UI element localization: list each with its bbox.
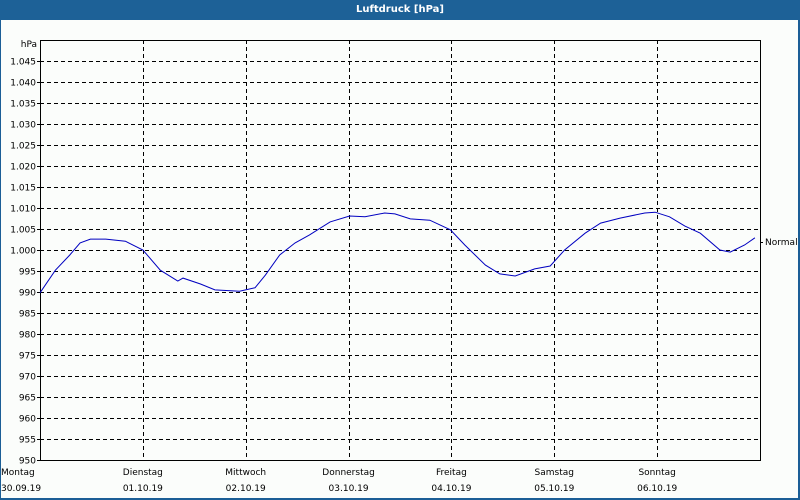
y-axis-ticks: 950 955 960 965 970 975 980 985 990 995 1.000 1.005… (10, 58, 40, 467)
y-tick-label: 990 (19, 289, 36, 299)
y-tick-label: 995 (19, 268, 36, 278)
chart-axes (40, 40, 761, 461)
x-tick-day-label: Montag (1, 468, 35, 478)
y-axis-unit-label: hPa (21, 40, 37, 50)
plot-frame (40, 40, 761, 461)
y-tick-label: 1.025 (10, 142, 36, 152)
x-tick-date-label: 01.10.19 (123, 484, 163, 494)
x-tick-day-label: Mittwoch (225, 468, 266, 478)
y-tick-label: 965 (19, 394, 36, 404)
x-tick-day-label: Freitag (436, 468, 467, 478)
x-tick-day-label: Sonntag (638, 468, 675, 478)
y-tick-label: 950 (19, 457, 36, 467)
x-tick-date-label: 05.10.19 (534, 484, 574, 494)
x-tick-date-label: 30.09.19 (1, 484, 41, 494)
x-tick-day-label: Donnerstag (322, 468, 375, 478)
x-tick-date-label: 06.10.19 (637, 484, 677, 494)
y-tick-label: 1.045 (10, 58, 36, 68)
x-tick-date-label: 02.10.19 (226, 484, 266, 494)
y-tick-label: 1.030 (10, 121, 36, 131)
x-tick-date-label: 03.10.19 (329, 484, 369, 494)
x-tick-day-label: Dienstag (123, 468, 163, 478)
y-tick-label: 960 (19, 415, 36, 425)
y-tick-label: 975 (19, 352, 36, 362)
x-tick-date-label: 04.10.19 (431, 484, 471, 494)
chart-canvas: hPa 950 955 960 965 970 975 980 985 990 995 1.000 1… (1, 20, 798, 498)
window-title: Luftdruck [hPa] (0, 0, 800, 20)
x-axis-ticks: Montag 30.09.19 Dienstag 01.10.19 Mittwoch 02… (1, 468, 677, 494)
y-tick-label: 980 (19, 331, 36, 341)
normal-reference-marker: Normal (760, 238, 798, 248)
y-tick-label: 1.000 (10, 247, 36, 257)
y-tick-label: 1.035 (10, 100, 36, 110)
x-tick-day-label: Samstag (535, 468, 574, 478)
normal-label: Normal (765, 238, 798, 248)
y-tick-label: 1.040 (10, 79, 36, 89)
y-tick-label: 1.005 (10, 226, 36, 236)
pressure-line (39, 211, 756, 294)
chart-grid (40, 40, 760, 460)
y-tick-label: 1.010 (10, 205, 36, 215)
pressure-chart: hPa 950 955 960 965 970 975 980 985 990 995 1.000 1… (1, 40, 798, 494)
y-tick-label: 970 (19, 373, 36, 383)
y-tick-label: 1.020 (10, 163, 36, 173)
y-tick-label: 955 (19, 436, 36, 446)
y-tick-label: 1.015 (10, 184, 36, 194)
y-tick-label: 985 (19, 310, 36, 320)
